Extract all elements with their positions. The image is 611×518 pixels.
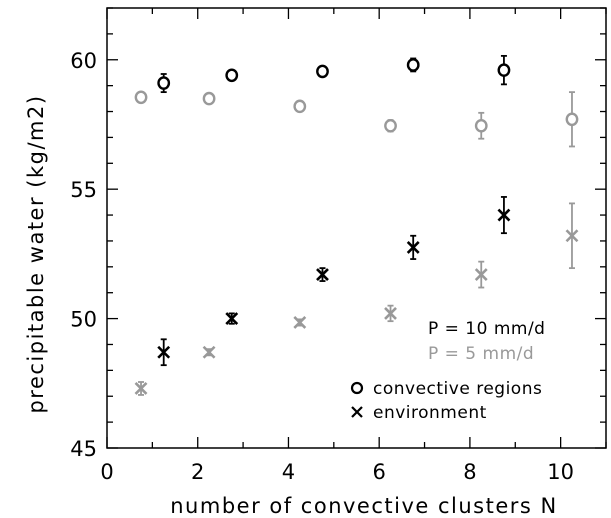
environment-p10-point (406, 234, 420, 260)
cross-marker-stroke (293, 316, 307, 329)
environment-p5-point (293, 316, 307, 329)
x-tick-label: 2 (191, 460, 204, 484)
y-tick-label: 50 (70, 308, 97, 332)
environment-p5-point (134, 381, 148, 396)
x-axis-ticks: 0 2 4 6 8 10 (100, 8, 607, 484)
convective-p10-point (497, 54, 511, 86)
cross-marker-stroke (565, 229, 579, 243)
circle-marker (406, 58, 420, 72)
convective-p5-point (202, 91, 216, 106)
cross-marker-stroke (202, 345, 216, 359)
circle-marker (157, 76, 171, 90)
convective-p5-point (134, 90, 148, 105)
environment-p10-point (316, 267, 329, 282)
environment-p5-point (384, 304, 397, 323)
environment-p10-point (157, 338, 171, 367)
cross-marker-stroke (406, 240, 420, 254)
environment-p5-point (565, 202, 579, 270)
plot-frame (106, 7, 607, 449)
cross-marker-stroke (384, 306, 397, 320)
legend-convective-label: convective regions (373, 379, 542, 399)
x-tick-label: 6 (372, 460, 385, 484)
x-tick-label: 8 (463, 460, 476, 484)
y-axis-ticks: 45 50 55 60 (70, 7, 606, 461)
convective-p5-point (474, 111, 488, 140)
y-tick-label: 55 (70, 178, 97, 202)
cross-marker-stroke (497, 208, 511, 222)
cross-marker-stroke (225, 312, 239, 326)
circle-marker (474, 118, 488, 133)
convective-p10-point (225, 68, 239, 83)
y-tick-label: 45 (70, 437, 97, 461)
circle-marker (202, 91, 216, 106)
legend-circle-icon (350, 381, 364, 395)
x-axis-label: number of convective clusters N (170, 494, 557, 518)
environment-p5-point (202, 345, 216, 359)
legend-cross-icon (351, 406, 363, 418)
environment-p5-point (474, 260, 488, 289)
convective-p10-point (406, 57, 420, 73)
data-marks (134, 54, 579, 396)
circle-marker (384, 118, 397, 133)
x-tick-label: 0 (100, 460, 113, 484)
cross-marker-stroke (134, 382, 148, 395)
convective-p5-point (293, 99, 307, 114)
environment-p10-point (497, 196, 511, 235)
convective-p10-point (316, 64, 329, 79)
convective-p10-point (157, 73, 171, 94)
circle-marker (293, 99, 307, 114)
circle-marker (225, 68, 239, 83)
circle-marker (316, 64, 329, 79)
legend: P = 10 mm/d P = 5 mm/d convective region… (350, 319, 545, 423)
cross-marker-stroke (474, 268, 488, 282)
y-axis-label: precipitable water (kg/m2) (24, 94, 48, 413)
circle-marker (134, 90, 148, 105)
x-tick-label: 10 (547, 460, 574, 484)
legend-p10-label: P = 10 mm/d (428, 319, 545, 339)
circle-marker (565, 112, 579, 127)
plot-border (106, 7, 607, 449)
circle-marker (497, 63, 511, 77)
cross-marker-stroke (157, 345, 171, 359)
convective-p5-point (384, 118, 397, 133)
legend-environment-label: environment (373, 403, 487, 423)
environment-p10-point (225, 312, 239, 326)
cross-marker-stroke (316, 268, 329, 282)
legend-p5-label: P = 5 mm/d (428, 344, 534, 364)
y-tick-label: 60 (70, 49, 97, 73)
x-tick-label: 4 (282, 460, 295, 484)
convective-p5-point (565, 91, 579, 148)
